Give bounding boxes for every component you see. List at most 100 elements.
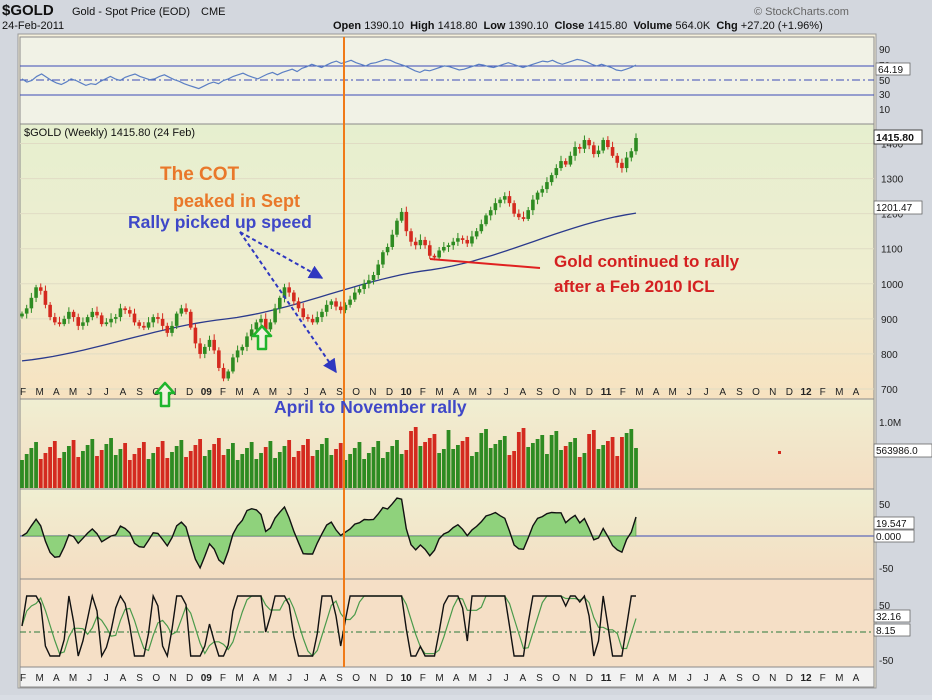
month-label: J [287, 673, 292, 684]
month-label: F [420, 387, 426, 398]
volume-bar [193, 445, 198, 488]
candle-body [207, 339, 212, 347]
candle-body [334, 301, 338, 307]
volume-bar [198, 439, 203, 488]
candle-body [245, 336, 249, 347]
volume-bar [132, 454, 137, 488]
candle-body [381, 252, 385, 265]
volume-bar [395, 440, 399, 488]
month-label: 12 [800, 673, 812, 684]
momentum-zero-label: 0.000 [876, 532, 901, 543]
volume-bar [221, 455, 226, 488]
month-label: J [87, 387, 92, 398]
candle-body [226, 371, 231, 379]
candle-body [217, 350, 221, 368]
candle-body [259, 318, 263, 323]
volume-bar [376, 441, 381, 488]
candle-body [343, 304, 348, 311]
volume-bar [385, 452, 390, 488]
volume-bar [43, 453, 48, 488]
volume-bar [48, 447, 53, 488]
month-label: S [336, 387, 343, 398]
gold-rally-annotation-line1: Gold continued to rally [554, 252, 740, 271]
volume-bar [437, 453, 442, 488]
candle-body [38, 287, 43, 291]
ma-value-label: 1201.47 [876, 203, 913, 214]
candle-body [128, 310, 132, 314]
candle-body [554, 168, 559, 176]
candle-body [193, 327, 198, 344]
candle-body [254, 322, 259, 330]
volume-bar [432, 434, 437, 488]
candle-body [104, 322, 109, 325]
oscillator-tick-50: 50 [879, 601, 891, 612]
candle-body [338, 306, 343, 311]
volume-bar [254, 459, 259, 488]
chg-label: Chg [716, 20, 738, 32]
volume-bar [498, 440, 502, 488]
candle-body [634, 137, 638, 152]
month-label: 09 [201, 673, 213, 684]
volume-bar [245, 448, 249, 488]
volume-bar [118, 449, 123, 488]
candle-body [310, 318, 315, 323]
month-label: A [853, 673, 860, 684]
cot-annotation-line2: peaked in Sept [173, 191, 301, 211]
volume-bar [577, 457, 582, 488]
month-label: M [69, 387, 77, 398]
month-label: M [635, 387, 643, 398]
close-value: 1415.80 [587, 20, 628, 32]
volume-bar [146, 459, 151, 488]
volume-bar [362, 459, 367, 488]
month-label: 12 [800, 387, 812, 398]
volume-bar [202, 456, 207, 488]
month-label: J [304, 387, 309, 398]
rsi-tick-50: 50 [879, 76, 891, 87]
momentum-zero-box [873, 529, 915, 543]
month-label: F [220, 387, 226, 398]
candle-body [301, 308, 306, 318]
month-label: J [304, 673, 309, 684]
candle-body [53, 317, 57, 323]
volume-bar [441, 449, 446, 488]
chg-value: +27.20 (+1.96%) [740, 20, 823, 32]
candle-body [418, 239, 423, 246]
candle-body [43, 290, 48, 305]
rally-speed-annotation: Rally picked up speed [128, 212, 312, 232]
price-panel [19, 123, 875, 400]
volume-bar [545, 454, 549, 488]
candle-body [371, 275, 376, 281]
volume-bar [507, 455, 512, 488]
stockcharts-brand: © StockCharts.com [754, 6, 849, 18]
candle-body [582, 140, 587, 149]
volume-bar [352, 448, 357, 488]
volume-bar [624, 433, 629, 488]
volume-bar [310, 456, 315, 488]
candle-body [474, 231, 479, 237]
month-label: J [287, 387, 292, 398]
volume-tick: 1.0M [879, 418, 901, 429]
candle-body [362, 283, 366, 290]
candle-body [235, 350, 240, 358]
month-label: M [835, 387, 843, 398]
volume-bar [29, 448, 34, 488]
volume-bar [568, 442, 573, 488]
oscillator-value-box [873, 609, 911, 623]
month-label: N [769, 673, 776, 684]
candle-body [446, 245, 451, 247]
volume-bar [320, 444, 324, 488]
momentum-line [21, 497, 637, 570]
price-tick-label: 1100 [881, 245, 903, 256]
month-label: S [536, 673, 543, 684]
month-label: N [569, 387, 576, 398]
volume-bar [268, 441, 273, 488]
candle-body [620, 162, 624, 169]
volume-bar [306, 439, 310, 488]
price-tick-label: 800 [881, 350, 898, 361]
month-label: J [687, 387, 692, 398]
candle-body [549, 175, 554, 183]
volume-bar [559, 450, 563, 488]
momentum-tick-50: 50 [879, 500, 891, 511]
month-label: F [220, 673, 226, 684]
